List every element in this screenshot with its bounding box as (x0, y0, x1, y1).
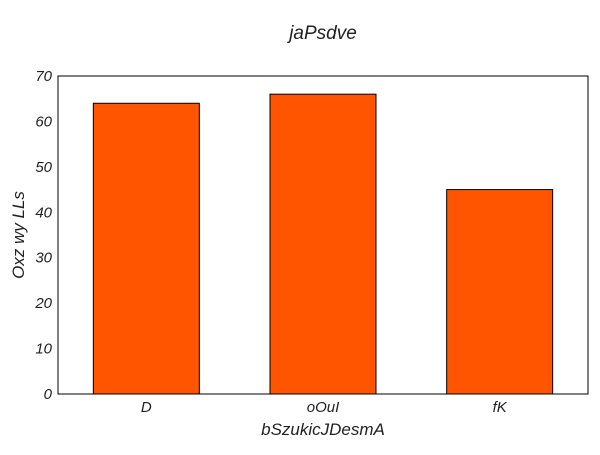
chart-title: jaPsdve (286, 23, 357, 44)
bar-D (92, 102, 200, 395)
x-tick-label: D (141, 399, 152, 416)
y-tick-label: 50 (35, 159, 52, 176)
y-tick-label: 60 (35, 113, 52, 130)
y-tick-label: 10 (35, 341, 52, 358)
y-tick-label: 0 (44, 386, 53, 403)
x-tick-label: fK (493, 399, 508, 416)
x-axis-label: bSzukicJDesmA (261, 420, 385, 439)
y-axis-ticks: 0 10 20 30 40 50 60 70 (34, 68, 52, 403)
y-axis-label: Oxz wy LLs (9, 191, 28, 279)
plot-frame (57, 75, 589, 395)
y-tick-label: 30 (35, 250, 52, 267)
bar-oOuI (269, 93, 377, 395)
bar-fK (446, 189, 554, 395)
y-tick-label: 20 (34, 295, 52, 312)
x-tick-label: oOuI (307, 399, 340, 416)
bars (92, 93, 554, 395)
y-tick-label: 70 (35, 68, 52, 85)
y-tick-label: 40 (35, 204, 52, 221)
